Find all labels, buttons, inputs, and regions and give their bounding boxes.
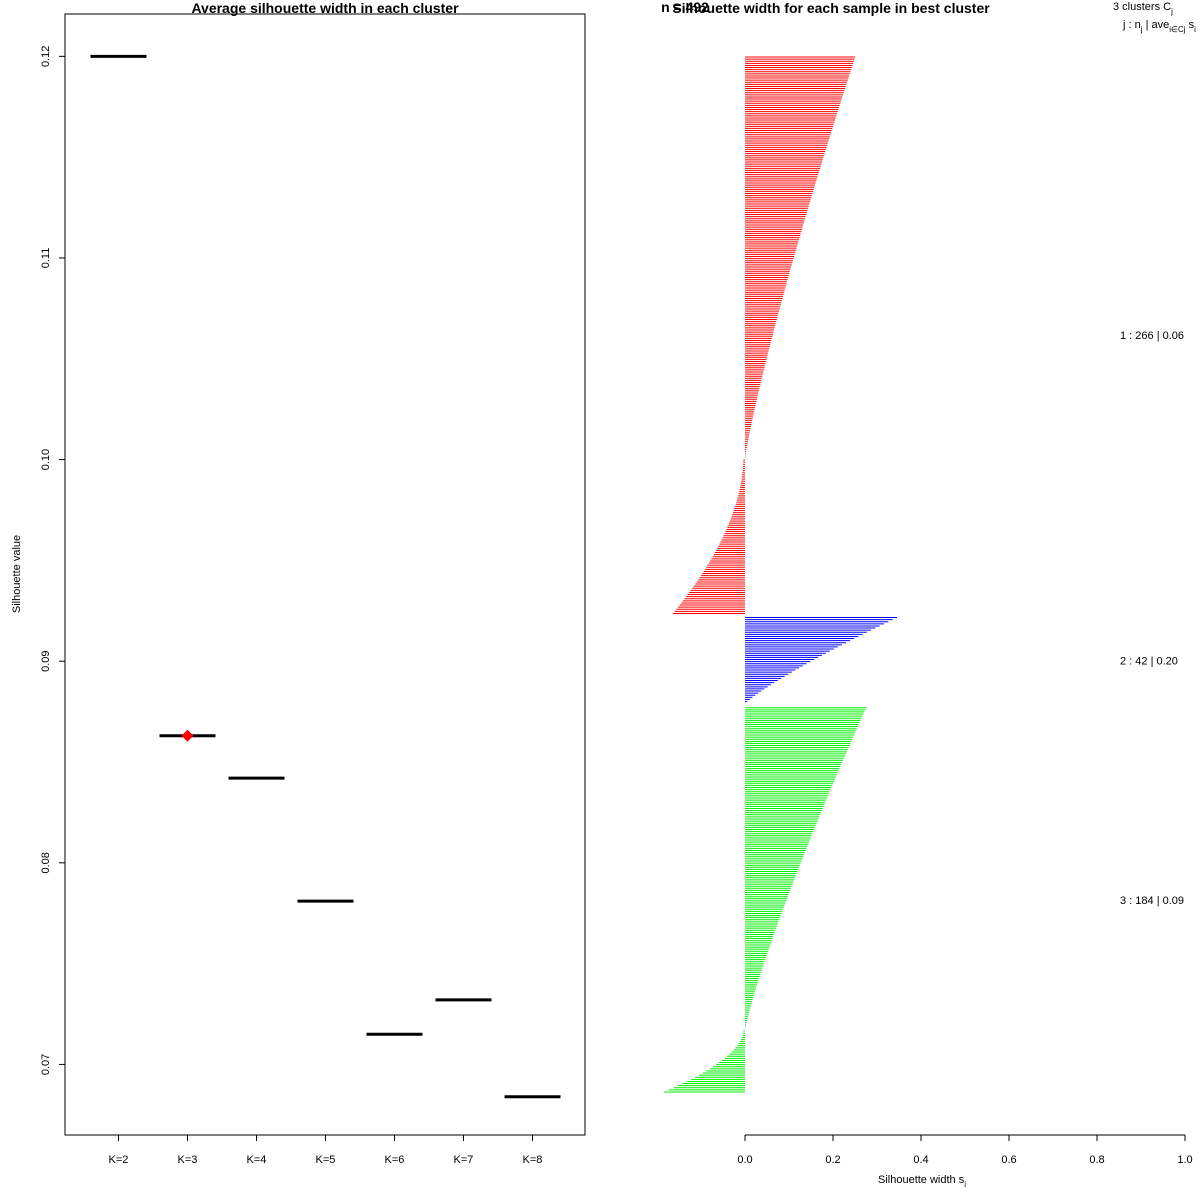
cluster-2-bars (745, 617, 898, 705)
right-x-tick-label: 0.2 (825, 1154, 840, 1166)
right-x-tick-label: 0.4 (913, 1154, 928, 1166)
cluster-1-bars (672, 56, 856, 614)
left-y-tick-label: 0.10 (40, 449, 52, 470)
left-y-tick-label: 0.07 (40, 1054, 52, 1075)
left-x-tick-label: K=3 (178, 1154, 198, 1166)
left-chart-title: Average silhouette width in each cluster (191, 0, 459, 16)
best-k-marker (181, 729, 194, 742)
left-y-tick-label: 0.09 (40, 650, 52, 671)
right-x-tick-label: 0.6 (1001, 1154, 1016, 1166)
header-line1-sub: j (1170, 7, 1173, 16)
cluster-labels: 1 : 266 | 0.06 2 : 42 | 0.20 3 : 184 | 0.0… (1120, 330, 1184, 907)
header-line2-c: | ave (1143, 19, 1170, 31)
header-line2-e: s (1186, 19, 1195, 31)
left-x-axis: K=2 K=3 K=4 K=5 K=6 K=7 K=8 (109, 1134, 543, 1166)
left-x-tick-label: K=6 (385, 1154, 405, 1166)
left-x-tick-label: K=8 (523, 1154, 543, 1166)
cluster-header-line2: j : nj | avei∈Cj si (1122, 19, 1196, 34)
left-plot-frame (64, 13, 586, 1136)
header-line2-a: j : n (1122, 19, 1141, 31)
left-data-marks (90, 54, 561, 1099)
right-x-axis-label-text: Silhouette width s (878, 1174, 965, 1186)
left-y-tick-label: 0.12 (40, 46, 52, 67)
silhouette-plot-panel: n = 492 Silhouette width for each sample… (661, 0, 1196, 1189)
header-line2-d: i∈Cj (1169, 25, 1186, 34)
cluster-3-bars (664, 707, 867, 1093)
right-x-tick-label: 0.8 (1089, 1154, 1104, 1166)
right-overlapped-n-label: n = 492 (661, 0, 709, 15)
right-x-axis-label-sub: i (964, 1180, 966, 1189)
cluster-header-line1: 3 clusters Cj (1113, 1, 1173, 16)
left-y-tick-label: 0.11 (40, 248, 52, 269)
left-y-axis: 0.07 0.08 0.09 0.10 0.11 0.12 (40, 46, 66, 1075)
avg-silhouette-panel: Average silhouette width in each cluster… (11, 0, 586, 1166)
silhouette-bars (664, 56, 898, 1093)
cluster-1-label: 1 : 266 | 0.06 (1120, 330, 1184, 342)
left-y-tick-label: 0.08 (40, 852, 52, 873)
cluster-3-label: 3 : 184 | 0.09 (1120, 895, 1184, 907)
right-x-tick-label: 0.0 (737, 1154, 752, 1166)
header-line2-b: j (1140, 25, 1143, 34)
right-chart-title: Silhouette width for each sample in best… (672, 0, 990, 16)
cluster-2-label: 2 : 42 | 0.20 (1120, 656, 1178, 668)
left-x-tick-label: K=4 (247, 1154, 267, 1166)
header-line2-f: i (1194, 25, 1196, 34)
header-line1-text: 3 clusters C (1113, 1, 1171, 13)
left-y-axis-label: Silhouette value (11, 535, 23, 613)
right-x-axis: 0.0 0.2 0.4 0.6 0.8 1.0 (737, 1134, 1193, 1166)
left-x-tick-label: K=2 (109, 1154, 129, 1166)
right-x-tick-label: 1.0 (1177, 1154, 1192, 1166)
left-x-tick-label: K=7 (454, 1154, 474, 1166)
left-x-tick-label: K=5 (316, 1154, 336, 1166)
right-x-axis-label: Silhouette width si (878, 1174, 966, 1189)
